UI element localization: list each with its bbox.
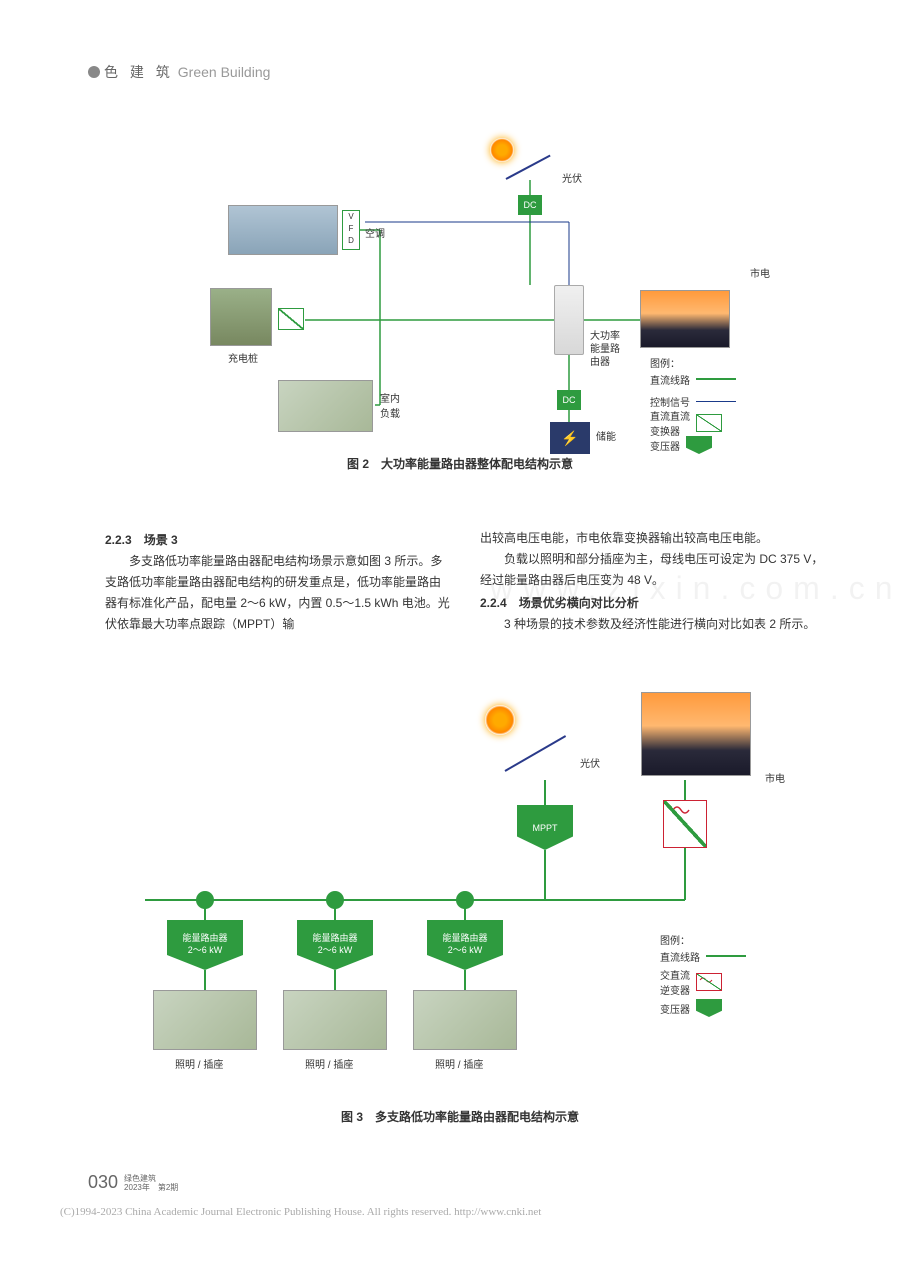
fig2-legend-row-2: 直流直流 变换器 — [650, 414, 736, 432]
figure-3-caption: 图 3 多支路低功率能量路由器配电结构示意 — [0, 1108, 920, 1125]
fig2-ev-photo — [210, 288, 272, 346]
fig3-grid-photo — [641, 692, 751, 776]
fig3-mppt-node: MPPT — [517, 805, 573, 850]
fig2-battery-icon: ⚡ — [550, 422, 590, 454]
fig2-ac-label: 市电 — [750, 265, 770, 280]
fig3-router-1: 能量路由器 2～6 kW — [297, 920, 373, 970]
page-footer: 030 绿色建筑 2023年 第2期 — [88, 1172, 178, 1193]
fig3-bus-node-1 — [326, 891, 344, 909]
body-right-col: 出较高电压电能，市电依靠变换器输出较高电压电能。 负载以照明和部分插座为主，母线… — [480, 528, 825, 635]
fig2-indoor-photo — [278, 380, 373, 432]
fig3-legend-row-1: 交直流 逆变器 — [660, 969, 746, 995]
footer-meta: 绿色建筑 2023年 第2期 — [124, 1174, 178, 1193]
fig3-bus-node-0 — [196, 891, 214, 909]
fig2-charger-conv — [278, 308, 304, 330]
fig3-pv-label: 光伏 — [580, 755, 600, 770]
fig2-pv-label: 光伏 — [562, 170, 582, 185]
sec-2-2-4-head: 2.2.4 场景优劣横向对比分析 — [480, 593, 825, 614]
header-cn: 色 建 筑 — [104, 62, 174, 82]
fig2-legend: 图例： 直流线路 控制信号 直流直流 变换器 变压器 — [650, 355, 736, 458]
body-right-p3: 3 种场景的技术参数及经济性能进行横向对比如表 2 所示。 — [480, 614, 825, 635]
fig2-dc-node-top: DC — [518, 195, 542, 215]
figure-3-diagram: 光伏 MPPT 市电 能量路由器 2～6 kW 能量路由器 2～6 kW 能量路… — [105, 670, 845, 1090]
header-en: Green Building — [178, 64, 271, 80]
fig3-sun-icon — [485, 705, 515, 735]
fig2-storage-label: 储能 — [596, 428, 616, 443]
fig2-router-label: 大功率 能量路 由器 — [590, 330, 620, 369]
copyright-line: (C)1994-2023 China Academic Journal Elec… — [60, 1206, 541, 1218]
fig3-router-2: 能量路由器 2～6 kW — [427, 920, 503, 970]
sec-2-2-3-head: 2.2.3 场景 3 — [105, 530, 450, 551]
figure-2-diagram: 光伏 DC V F D 空调 充电桩 室内 负载 大功率 能量路 由器 DC ⚡… — [210, 130, 850, 460]
fig3-legend-row-0: 直流线路 — [660, 947, 746, 965]
sec-2-2-3-p1: 多支路低功率能量路由器配电结构场景示意如图 3 所示。多支路低功率能量路由器配电… — [105, 551, 450, 635]
fig3-load-label-1: 照明 / 插座 — [305, 1056, 353, 1071]
fig2-router-box — [554, 285, 584, 355]
body-left-col: 2.2.3 场景 3 多支路低功率能量路由器配电结构场景示意如图 3 所示。多支… — [105, 528, 450, 635]
sun-icon — [490, 138, 514, 162]
footer-issue: 2023年 第2期 — [124, 1183, 178, 1193]
body-text: 2.2.3 场景 3 多支路低功率能量路由器配电结构场景示意如图 3 所示。多支… — [105, 528, 825, 635]
body-right-p1: 出较高电压电能，市电依靠变换器输出较高电压电能。 — [480, 528, 825, 549]
fig2-aircon-photo — [228, 205, 338, 255]
fig2-grid-photo — [640, 290, 730, 348]
fig3-legend-title: 图例： — [660, 932, 746, 947]
fig2-dc-node-bot: DC — [557, 390, 581, 410]
fig3-load-photo-1 — [283, 990, 387, 1050]
fig2-indoor-label: 室内 负载 — [380, 390, 400, 420]
fig2-vfd-box: V F D — [342, 210, 360, 250]
page-header: 色 建 筑 Green Building — [88, 62, 270, 82]
fig3-load-photo-0 — [153, 990, 257, 1050]
body-right-p2: 负载以照明和部分插座为主，母线电压可设定为 DC 375 V，经过能量路由器后电… — [480, 549, 825, 591]
fig3-bus-node-2 — [456, 891, 474, 909]
fig2-legend-title: 图例： — [650, 355, 736, 370]
fig3-load-label-2: 照明 / 插座 — [435, 1056, 483, 1071]
fig3-router-0: 能量路由器 2～6 kW — [167, 920, 243, 970]
pv-panel-icon — [506, 155, 551, 180]
fig3-load-label-0: 照明 / 插座 — [175, 1056, 223, 1071]
page-number: 030 — [88, 1172, 118, 1193]
figure-2-caption: 图 2 大功率能量路由器整体配电结构示意 — [0, 455, 920, 472]
fig3-ac-label: 市电 — [765, 770, 785, 785]
fig3-legend: 图例： 直流线路 交直流 逆变器 变压器 — [660, 932, 746, 1021]
fig3-pv-panel — [505, 735, 567, 772]
fig2-legend-row-0: 直流线路 — [650, 370, 736, 388]
fig2-aircon-label: 空调 — [365, 225, 385, 240]
fig3-load-photo-2 — [413, 990, 517, 1050]
fig3-legend-row-2: 变压器 — [660, 999, 746, 1017]
fig2-charger-label: 充电桩 — [228, 350, 258, 365]
fig3-inverter-box — [663, 800, 707, 848]
fig2-legend-row-3: 变压器 — [650, 436, 736, 454]
logo-icon — [88, 66, 100, 78]
footer-mag: 绿色建筑 — [124, 1174, 178, 1184]
